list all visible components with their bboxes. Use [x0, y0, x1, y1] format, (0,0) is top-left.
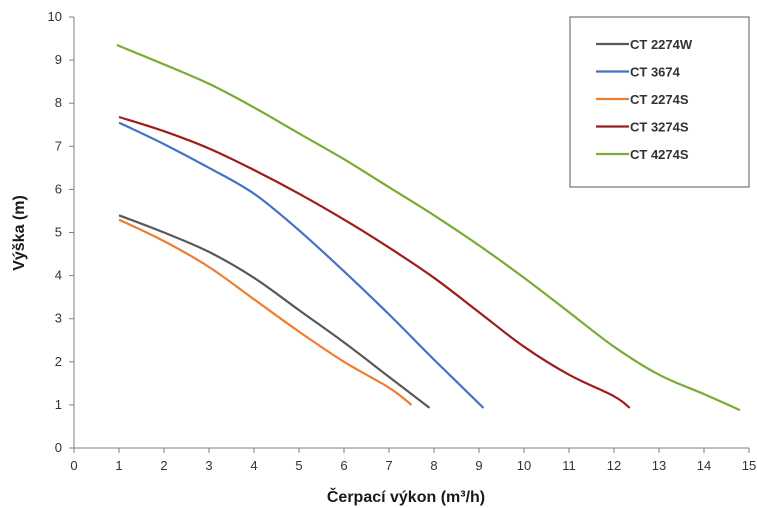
x-tick-label: 13	[652, 458, 666, 473]
x-tick-label: 2	[160, 458, 167, 473]
series-line-ct-3274s	[118, 115, 631, 409]
series-line-ct-4274s	[116, 43, 741, 412]
x-tick-label: 8	[430, 458, 437, 473]
x-tick-label: 7	[385, 458, 392, 473]
y-tick-label: 4	[55, 268, 62, 283]
legend-box	[569, 16, 750, 188]
legend: CT 2274W CT 3674 CT 2274S CT 3274S CT 4274S	[569, 16, 750, 188]
y-tick-label: 5	[55, 225, 62, 240]
y-tick-label: 2	[55, 354, 62, 369]
x-tick-label: 6	[340, 458, 347, 473]
y-tick-label: 1	[55, 397, 62, 412]
y-tick-label: 7	[55, 138, 62, 153]
legend-label: CT 4274S	[630, 147, 689, 162]
x-tick-label: 14	[697, 458, 711, 473]
x-axis-ticks: 0 1 2 3 4 5 6 7 8 9 10 11 12 13 14 15	[70, 448, 756, 473]
y-tick-label: 9	[55, 52, 62, 67]
y-axis-title: Výška (m)	[11, 195, 28, 271]
y-tick-label: 3	[55, 311, 62, 326]
y-tick-label: 6	[55, 181, 62, 196]
x-tick-label: 15	[742, 458, 756, 473]
x-tick-label: 12	[607, 458, 621, 473]
series-line-ct-2274s	[118, 218, 413, 406]
x-tick-label: 10	[517, 458, 531, 473]
legend-label: CT 3674	[630, 65, 681, 80]
x-tick-label: 11	[562, 458, 576, 473]
x-tick-label: 0	[70, 458, 77, 473]
x-tick-label: 5	[295, 458, 302, 473]
y-tick-label: 10	[48, 9, 62, 24]
series-lines	[116, 43, 741, 412]
legend-label: CT 2274S	[630, 92, 689, 107]
x-axis-title: Čerpací výkon (m³/h)	[327, 487, 485, 506]
legend-label: CT 2274W	[630, 37, 693, 52]
x-tick-label: 3	[205, 458, 212, 473]
x-tick-label: 4	[250, 458, 257, 473]
series-line-ct-3674	[118, 121, 485, 409]
x-tick-label: 9	[475, 458, 482, 473]
y-tick-label: 8	[55, 95, 62, 110]
y-axis-ticks: 0 1 2 3 4 5 6 7 8 9 10	[48, 9, 74, 455]
legend-label: CT 3274S	[630, 120, 689, 135]
series-line-ct-2274w	[118, 214, 431, 409]
x-tick-label: 1	[115, 458, 122, 473]
y-tick-label: 0	[55, 440, 62, 455]
